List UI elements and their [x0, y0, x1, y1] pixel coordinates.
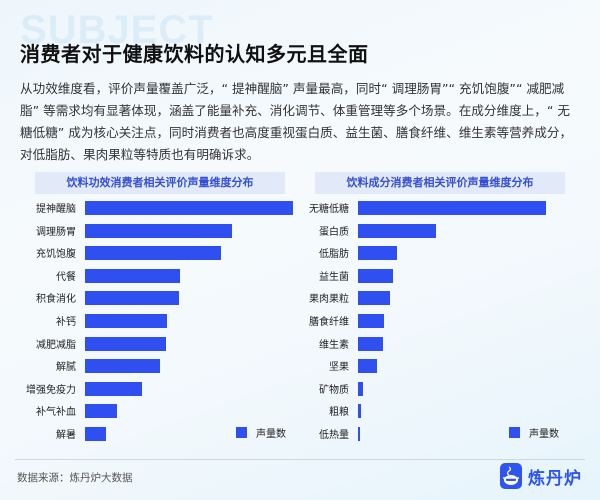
brand-name: 炼丹炉 — [528, 468, 582, 489]
bar-label: 维生素 — [319, 339, 349, 351]
bar — [358, 201, 546, 215]
bar-row: 解腻 — [56, 359, 161, 374]
efficacy-legend: 声量数 — [236, 425, 286, 440]
ingredient-legend: 声量数 — [509, 425, 559, 440]
bar-label: 果肉果粒 — [309, 294, 349, 306]
bar-row: 无糖低糖 — [309, 201, 546, 215]
description-paragraph: 从功效维度看，评价声量覆盖广泛，“ 提神醒脑” 声量最高，同时“ 调理肠胃”“ … — [20, 81, 573, 162]
bar-label: 解腻 — [56, 362, 76, 374]
bar — [358, 291, 390, 306]
bar — [358, 404, 361, 419]
bar-label: 积食消化 — [36, 294, 76, 306]
bar-row: 低热量 — [319, 427, 360, 441]
bar-row: 果肉果粒 — [309, 291, 390, 306]
bar-row: 矿物质 — [319, 381, 364, 396]
bar-label: 低热量 — [319, 430, 349, 441]
bar-row: 补钙 — [56, 314, 167, 328]
bar-row: 积食消化 — [36, 291, 180, 306]
bar-row: 解暑 — [56, 427, 106, 441]
footer-divider — [15, 459, 585, 460]
bar-row: 维生素 — [319, 336, 383, 351]
bar-label: 粗粮 — [329, 407, 349, 419]
bar-label: 减肥减脂 — [36, 339, 76, 351]
bar-row: 益生菌 — [319, 268, 393, 283]
bar-row: 调理肠胃 — [36, 223, 233, 238]
legend-swatch — [236, 427, 247, 438]
bar — [358, 268, 393, 283]
bar-row: 低脂肪 — [319, 246, 397, 261]
bar-row: 提神醒脑 — [36, 201, 293, 215]
bar — [358, 336, 383, 351]
bar — [85, 359, 161, 374]
legend-label: 声量数 — [529, 429, 559, 440]
bar-row: 充饥饱腹 — [36, 246, 222, 261]
watermark-text: SUBJECT — [20, 8, 214, 52]
bar-label: 蛋白质 — [319, 226, 349, 238]
bar — [85, 336, 166, 351]
bar-label: 膳食纤维 — [309, 317, 349, 328]
bar — [358, 223, 437, 238]
bar-row: 粗粮 — [329, 404, 361, 419]
bar — [358, 359, 377, 374]
bar-label: 调理肠胃 — [36, 226, 76, 238]
legend-label: 声量数 — [256, 429, 286, 440]
data-source: 数据来源：炼丹炉大数据 — [17, 472, 133, 484]
bar-label: 补气补血 — [36, 407, 76, 419]
bar — [85, 381, 142, 396]
pot-logo-icon — [500, 463, 522, 489]
bar — [85, 427, 106, 441]
efficacy-chart-title: 饮料功效消费者相关评价声量维度分布 — [35, 172, 285, 194]
ingredient-chart-panel: 饮料成分消费者相关评价声量维度分布 无糖低糖蛋白质低脂肪益生菌果肉果粒膳食纤维维… — [309, 172, 583, 441]
bar-row: 坚果 — [329, 359, 377, 374]
bar-row: 补气补血 — [36, 404, 118, 419]
bar — [85, 314, 167, 328]
bar-label: 坚果 — [329, 362, 349, 374]
bar-row: 增强免疫力 — [26, 381, 142, 396]
brand-logo: 炼丹炉 — [500, 463, 582, 489]
bar-label: 充饥饱腹 — [36, 249, 76, 261]
bar-row: 减肥减脂 — [36, 336, 166, 351]
bar — [85, 201, 293, 215]
bar-label: 补钙 — [56, 317, 76, 328]
bar — [85, 223, 233, 238]
bar — [358, 246, 397, 261]
efficacy-chart-panel: 饮料功效消费者相关评价声量维度分布 提神醒脑调理肠胃充饥饱腹代餐积食消化补钙减肥… — [26, 172, 303, 441]
bar-row: 蛋白质 — [319, 223, 437, 238]
page-title: 消费者对于健康饮料的认知多元且全面 — [20, 42, 369, 66]
bar-label: 解暑 — [56, 430, 76, 441]
ingredient-chart-title: 饮料成分消费者相关评价声量维度分布 — [315, 172, 565, 194]
bar-label: 代餐 — [56, 271, 76, 283]
bar-row: 膳食纤维 — [309, 314, 384, 328]
bar-row: 代餐 — [56, 268, 181, 283]
bar — [85, 404, 118, 419]
bar — [358, 381, 364, 396]
bar-label: 益生菌 — [319, 271, 349, 283]
bar-label: 无糖低糖 — [309, 204, 349, 215]
bar-label: 增强免疫力 — [26, 384, 76, 396]
bar-label: 矿物质 — [319, 384, 349, 396]
bar — [85, 246, 222, 261]
bar — [85, 291, 180, 306]
bar-label: 低脂肪 — [319, 249, 349, 261]
legend-swatch — [509, 427, 520, 438]
bar — [358, 427, 360, 441]
bar — [85, 268, 181, 283]
bar — [358, 314, 384, 328]
bar-label: 提神醒脑 — [36, 204, 76, 215]
